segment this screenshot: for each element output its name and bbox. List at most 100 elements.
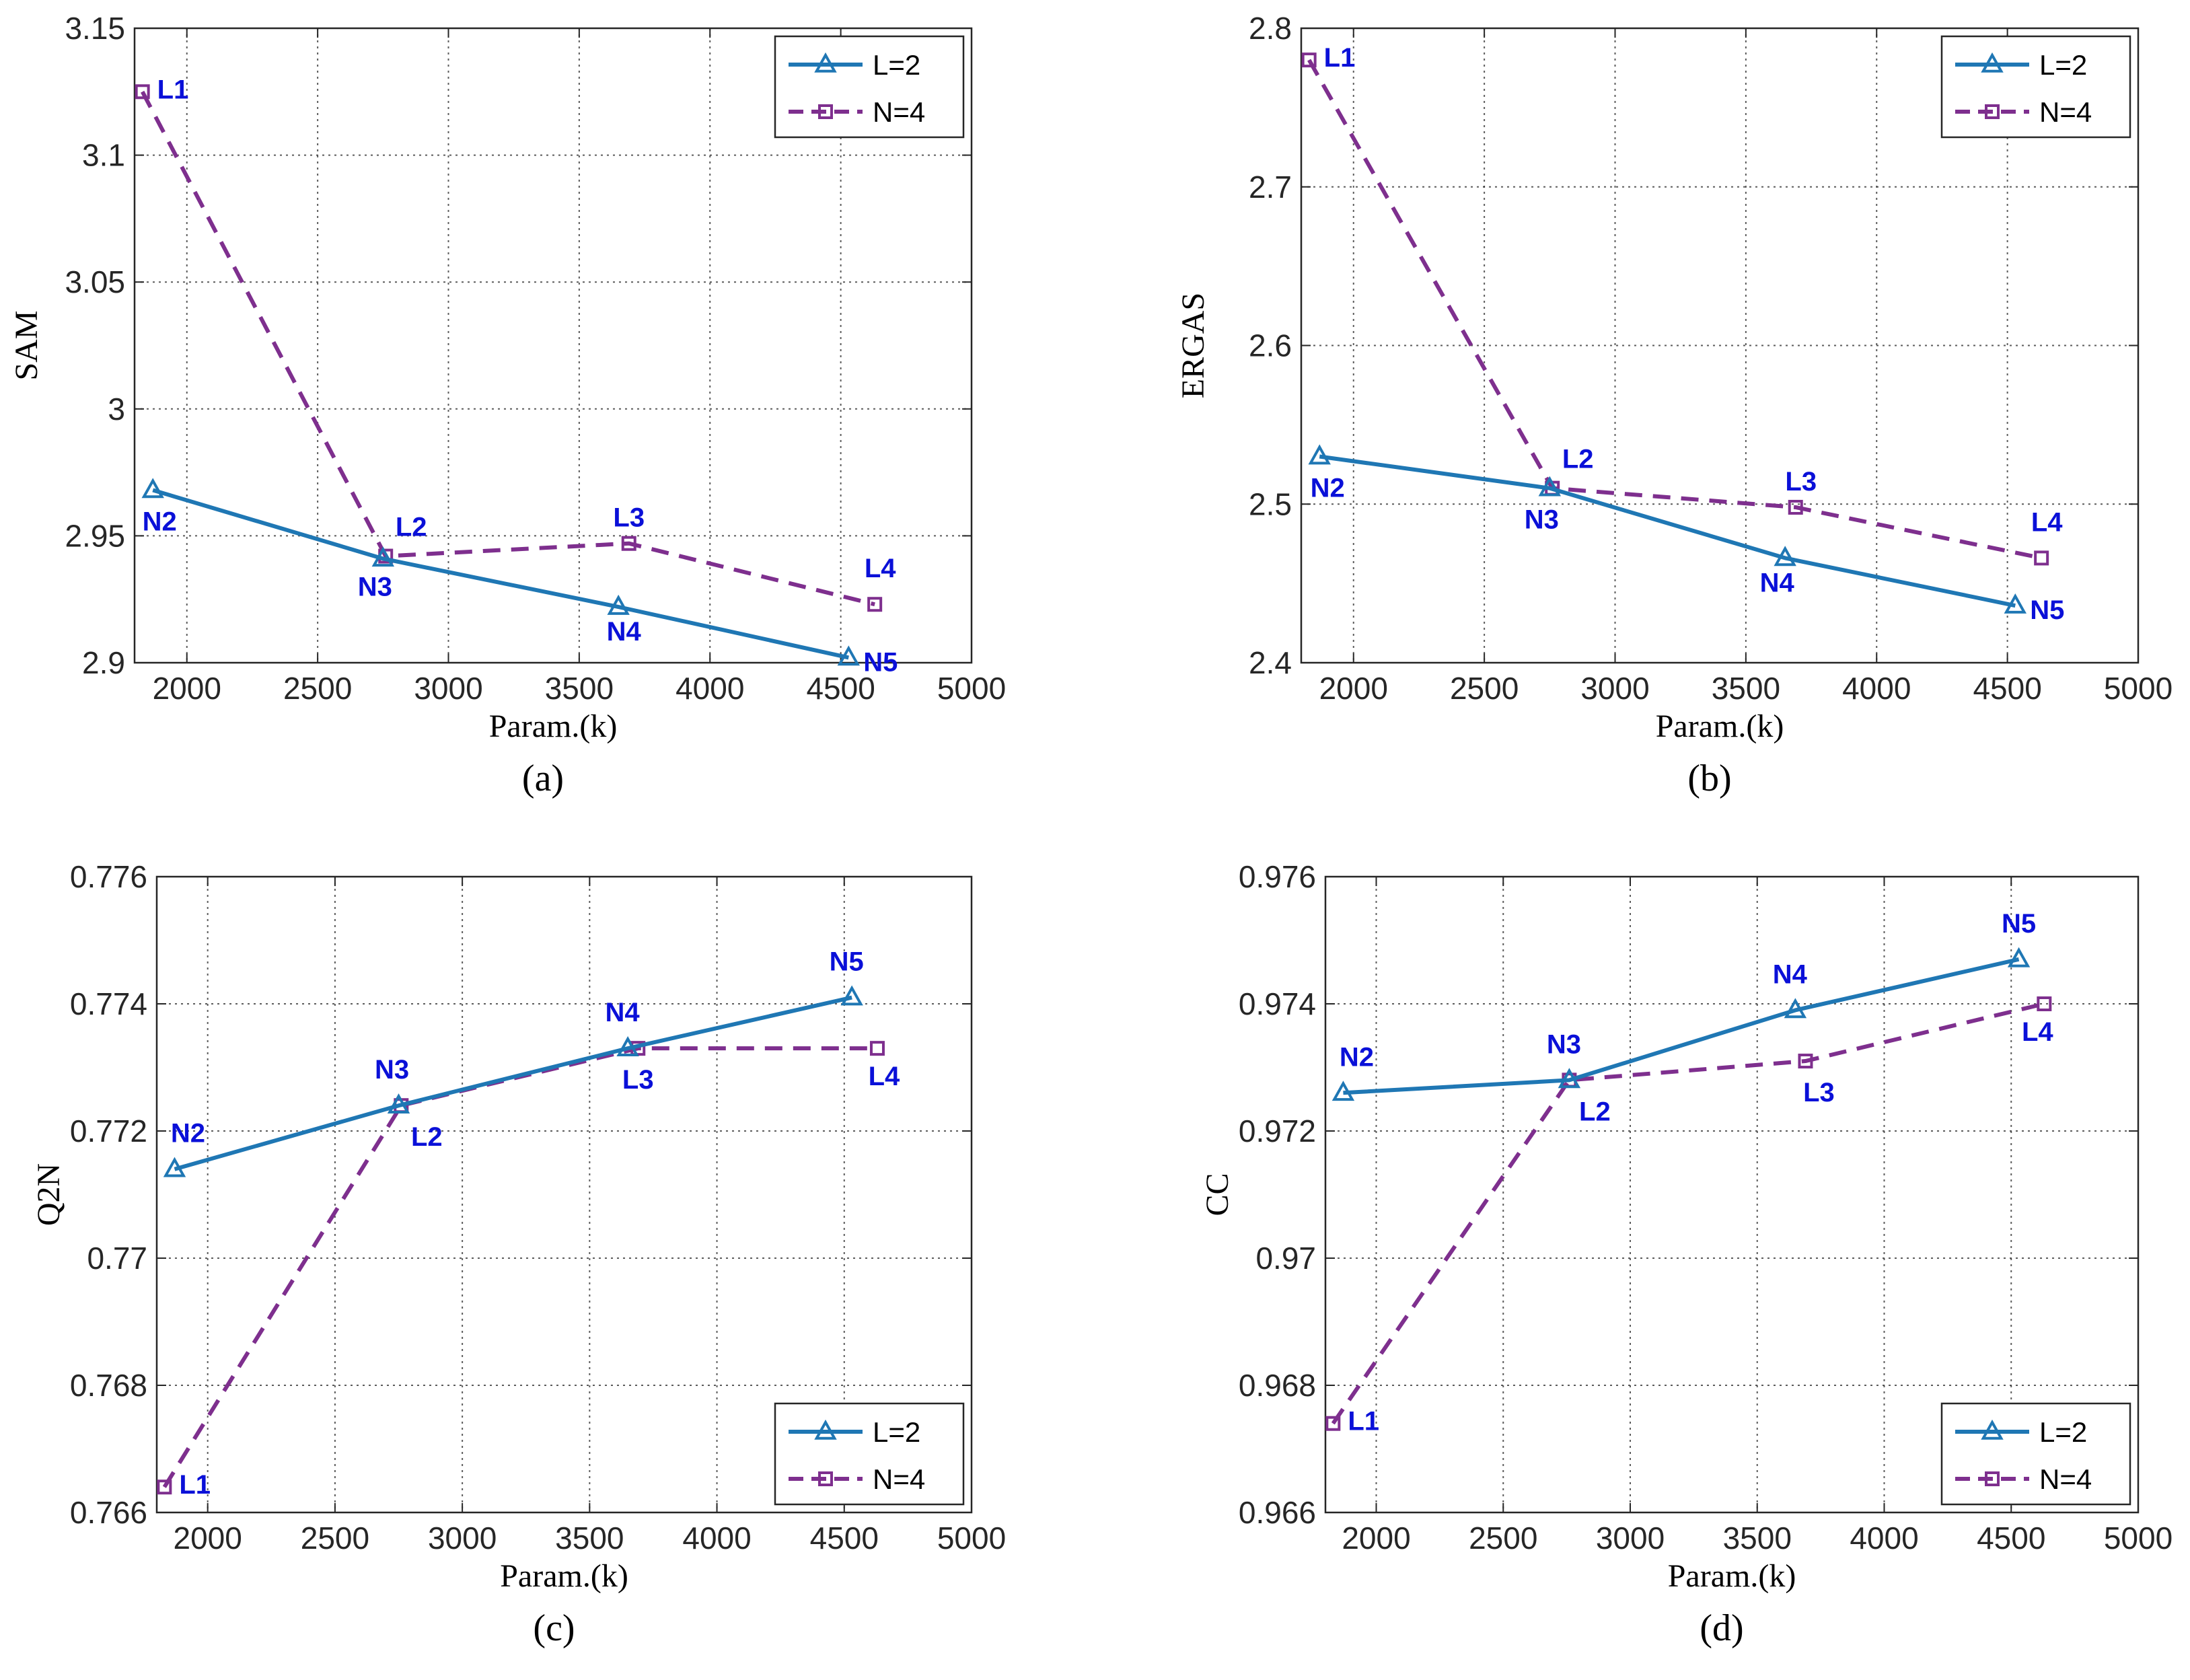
axes-box: [1324, 875, 2140, 1514]
panel-caption: (c): [533, 1607, 575, 1649]
series-line-N=4: [141, 90, 875, 607]
legend-marker: [814, 52, 837, 73]
x-tick-label: 4500: [806, 671, 875, 706]
data-point-N5: [2004, 593, 2027, 614]
legend: L=2N=4: [1940, 35, 2131, 139]
point-label: N5: [830, 947, 864, 977]
legend-box: [774, 1402, 965, 1506]
y-tick-label: 0.772: [70, 1113, 147, 1148]
y-tick-label: 2.8: [1249, 11, 1292, 46]
point-label: N4: [606, 998, 641, 1027]
y-tick-label: 0.966: [1239, 1495, 1316, 1530]
y-tick-label: 0.972: [1239, 1113, 1316, 1148]
y-tick-label: 2.7: [1249, 170, 1292, 205]
x-tick-label: 3000: [414, 671, 482, 706]
legend-marker: [1985, 1471, 2000, 1486]
point-label: L1: [179, 1470, 211, 1500]
panel-caption: (b): [1687, 758, 1731, 799]
axes-box: [133, 27, 973, 664]
x-tick-label: 5000: [2104, 1521, 2173, 1556]
point-label: N3: [1525, 505, 1559, 535]
panel-caption: (d): [1700, 1607, 1743, 1649]
point-label: N4: [607, 617, 642, 647]
chart-panel-2: 2000 2500 3000 3500 4000 4500 5000 2.4 2.5 2.6 2.7…: [1175, 11, 2173, 799]
data-point-N2: [141, 478, 164, 499]
x-tick-label: 2000: [153, 671, 221, 706]
point-label: L4: [2031, 507, 2063, 537]
data-point-N3: [1538, 476, 1562, 497]
y-tick-label: 0.974: [1239, 986, 1316, 1021]
point-label: L1: [1348, 1407, 1379, 1436]
axes-box: [1300, 27, 2140, 664]
data-point-L4: [2037, 996, 2052, 1011]
x-tick-label: 2500: [301, 1521, 369, 1556]
panel-caption: (a): [522, 758, 564, 799]
y-tick-label: 0.776: [70, 859, 147, 894]
point-label: L2: [411, 1122, 443, 1152]
legend-label: N=4: [2039, 1463, 2092, 1495]
x-axis-label: Param.(k): [1656, 708, 1784, 744]
data-point-N4: [1784, 998, 1807, 1019]
point-label: N3: [358, 572, 392, 601]
x-axis-label: Param.(k): [489, 708, 618, 744]
x-tick-label: 4500: [1977, 1521, 2045, 1556]
x-tick-label: 3000: [1580, 671, 1649, 706]
point-label: N2: [143, 507, 177, 537]
legend-box: [1940, 35, 2131, 139]
point-label: L3: [1803, 1078, 1835, 1107]
series-line-L=2: [152, 488, 849, 660]
x-tick-label: 5000: [937, 671, 1006, 706]
x-tick-label: 2500: [1450, 671, 1519, 706]
point-label: L2: [1579, 1097, 1611, 1126]
legend-label: L=2: [873, 49, 920, 81]
legend: L=2N=4: [1940, 1402, 2131, 1506]
legend-label: N=4: [873, 96, 925, 128]
x-tick-label: 4500: [810, 1521, 879, 1556]
x-tick-label: 3500: [545, 671, 614, 706]
point-label: N2: [171, 1119, 205, 1148]
point-label: L2: [396, 513, 427, 542]
legend-marker: [1981, 52, 2004, 73]
data-point-N2: [163, 1157, 186, 1177]
data-point-N2: [1331, 1081, 1355, 1101]
data-point-N4: [607, 594, 630, 615]
y-tick-label: 0.976: [1239, 859, 1316, 894]
point-label: L3: [622, 1065, 654, 1095]
point-label: N5: [2002, 909, 2036, 939]
point-label: L3: [1785, 467, 1817, 497]
y-axis-label: ERGAS: [1175, 293, 1211, 398]
y-tick-label: 0.768: [70, 1368, 147, 1403]
y-tick-label: 0.766: [70, 1495, 147, 1530]
x-tick-label: 3500: [555, 1521, 624, 1556]
data-point-N4: [1774, 546, 1796, 567]
y-tick-label: 0.97: [1255, 1241, 1316, 1276]
data-point-L1: [135, 84, 150, 100]
x-axis-label: Param.(k): [1668, 1558, 1796, 1594]
point-label: N3: [1547, 1029, 1581, 1059]
legend-marker: [814, 1419, 837, 1440]
y-tick-label: 0.968: [1239, 1368, 1316, 1403]
data-point-L3: [1788, 499, 1803, 515]
x-axis-label: Param.(k): [500, 1558, 628, 1594]
chart-panel-4: 2000 2500 3000 3500 4000 4500 5000 0.966 0.968 0.…: [1200, 859, 2173, 1649]
point-label: N3: [375, 1055, 409, 1085]
y-tick-label: 0.77: [87, 1241, 147, 1276]
y-tick-label: 3.1: [82, 138, 125, 173]
chart-panel-1: 2000 2500 3000 3500 4000 4500 5000 2.9 2.95 3 3.05…: [9, 11, 1006, 799]
data-point-N5: [837, 645, 860, 666]
x-tick-label: 2500: [283, 671, 352, 706]
legend-marker: [818, 104, 833, 119]
series-line-N=4: [1307, 59, 2042, 560]
data-point-N3: [371, 546, 395, 567]
series-line-L=2: [1319, 454, 2016, 608]
series-line-N=4: [1331, 1002, 2045, 1425]
point-label: N5: [2030, 595, 2064, 625]
point-label: L1: [1324, 43, 1356, 73]
legend-label: L=2: [2039, 49, 2087, 81]
y-tick-label: 2.9: [82, 645, 125, 680]
data-point-L1: [1301, 52, 1317, 68]
data-point-L3: [621, 536, 636, 551]
data-point-N5: [840, 985, 863, 1006]
axes-box: [155, 875, 973, 1514]
y-tick-label: 2.6: [1249, 328, 1292, 363]
